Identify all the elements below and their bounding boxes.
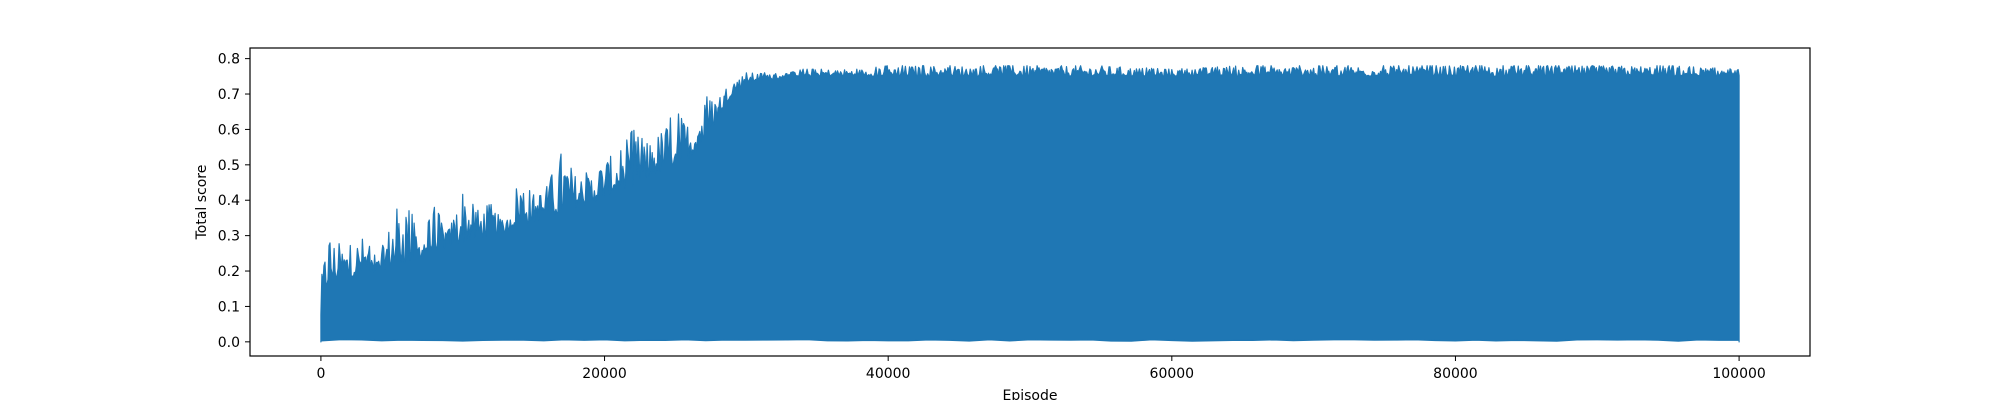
y-tick-label: 0.3 <box>218 229 240 245</box>
x-tick-label: 80000 <box>1433 366 1478 382</box>
x-tick-label: 40000 <box>866 366 911 382</box>
x-axis-label: Episode <box>1003 388 1058 400</box>
y-axis: 0.0 0.1 0.2 0.3 0.4 0.5 0.6 0.7 0.8 <box>218 52 250 351</box>
y-tick-label: 0.5 <box>218 158 240 174</box>
y-tick-label: 0.2 <box>218 264 240 280</box>
x-tick-label: 0 <box>316 366 325 382</box>
y-tick-label: 0.4 <box>218 193 240 209</box>
axes-frame <box>249 47 1811 357</box>
y-tick-label: 0.1 <box>218 299 240 315</box>
x-tick-label: 60000 <box>1150 366 1195 382</box>
plot-area <box>320 65 1740 343</box>
series-line <box>320 65 1740 343</box>
y-axis-label: Total score <box>194 165 210 241</box>
y-tick-label: 0.6 <box>218 122 240 138</box>
x-tick-label: 100000 <box>1712 366 1765 382</box>
x-axis: 0 20000 40000 60000 80000 100000 <box>316 356 1766 382</box>
y-tick-label: 0.8 <box>218 52 240 68</box>
y-tick-label: 0.0 <box>218 335 240 351</box>
x-tick-label: 20000 <box>582 366 627 382</box>
y-tick-label: 0.7 <box>218 87 240 103</box>
